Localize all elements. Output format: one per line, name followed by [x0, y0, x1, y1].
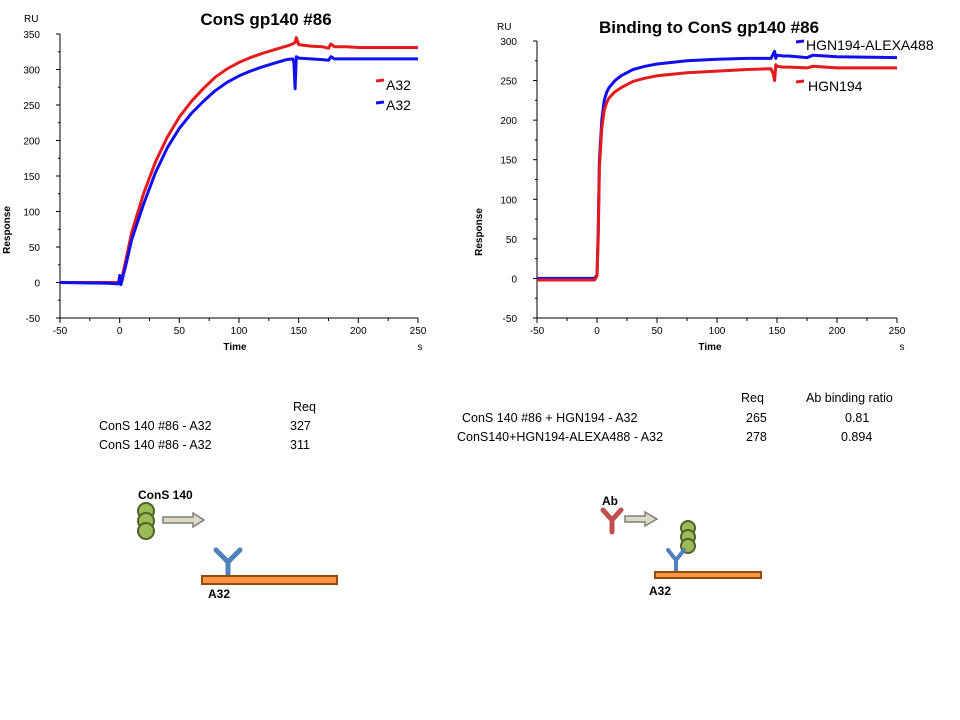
column-header-req: Req — [741, 391, 764, 405]
table-row-req: 327 — [290, 419, 311, 433]
right-binding-diagram — [600, 507, 762, 579]
y-tick-label: 100 — [500, 195, 517, 206]
y-tick-label: 300 — [23, 66, 40, 77]
left-binding-diagram — [137, 502, 338, 585]
y-tick-label: 300 — [500, 37, 517, 48]
x-tick-label: 150 — [769, 326, 786, 337]
table-row-req: 311 — [290, 438, 310, 452]
y-tick-label: 0 — [34, 279, 40, 290]
series-line-1 — [59, 55, 418, 287]
table-row-ratio: 0.81 — [845, 411, 870, 425]
column-header-ratio: Ab binding ratio — [806, 391, 893, 405]
y-tick-label: 150 — [500, 156, 517, 167]
left-results-table: Req ConS 140 #86 - A32 327 ConS 140 #86 … — [0, 0, 480, 470]
legend-label: HGN194-ALEXA488 — [806, 37, 934, 53]
ligand-label: A32 — [649, 584, 672, 598]
y-tick-label: 200 — [500, 116, 517, 127]
analyte-cluster-icon — [137, 502, 155, 540]
x-tick-label: 50 — [174, 326, 186, 337]
analyte-label: ConS 140 — [138, 488, 193, 502]
y-tick-label: 50 — [506, 235, 518, 246]
x-axis-label: Time — [223, 342, 247, 353]
chart-right: Binding to ConS gp140 #86 RU Response Ti… — [474, 18, 934, 353]
x-tick-label: 0 — [117, 326, 123, 337]
legend-label: HGN194 — [808, 78, 863, 94]
legend: A32 A32 — [375, 77, 411, 113]
x-tick-label: 250 — [889, 326, 906, 337]
sensor-surface — [201, 575, 338, 585]
table-row-req: 278 — [746, 430, 767, 444]
series-line-1 — [537, 63, 897, 282]
x-unit-label: s — [418, 342, 423, 353]
antibody-icon — [600, 507, 624, 535]
chart-title: ConS gp140 #86 — [200, 10, 331, 29]
y-unit-label: RU — [497, 22, 511, 33]
antibody-icon — [666, 548, 686, 574]
table-row-req: 265 — [746, 411, 767, 425]
x-unit-label: s — [900, 342, 905, 353]
legend-swatch — [375, 100, 385, 105]
chart-title: Binding to ConS gp140 #86 — [599, 18, 819, 37]
legend-swatch — [375, 78, 385, 83]
x-tick-label: 0 — [594, 326, 600, 337]
x-tick-label: 250 — [410, 326, 427, 337]
legend: HGN194-ALEXA488 HGN194 — [795, 37, 934, 94]
x-tick-label: 150 — [290, 326, 307, 337]
table-row-name: ConS140+HGN194-ALEXA488 - A32 — [457, 430, 664, 444]
y-tick-label: 250 — [23, 101, 40, 112]
series-group — [537, 49, 898, 282]
antibody-label: Ab — [602, 494, 618, 508]
table-row-ratio: 0.894 — [841, 430, 873, 444]
analyte-cluster-icon — [680, 520, 696, 554]
table-row-name: ConS 140 #86 - A32 — [99, 438, 212, 452]
y-tick-label: 250 — [500, 77, 517, 88]
y-tick-label: -50 — [26, 314, 41, 325]
y-tick-label: 150 — [23, 172, 40, 183]
column-header-req: Req — [293, 400, 316, 414]
legend-label: A32 — [386, 77, 411, 93]
x-tick-label: 100 — [231, 326, 248, 337]
table-row-name: ConS 140 #86 + HGN194 - A32 — [462, 411, 638, 425]
y-tick-label: -50 — [503, 314, 518, 325]
axes: -50 0 50 100 150 200 250 300 350 -50 0 50 100 150 200 2… — [23, 30, 426, 337]
x-axis-label: Time — [698, 342, 722, 353]
x-tick-label: 200 — [829, 326, 846, 337]
sensor-surface — [654, 571, 762, 579]
right-arrow-icon — [624, 510, 659, 528]
legend-swatch — [795, 39, 805, 44]
x-tick-label: -50 — [53, 326, 68, 337]
chart-left: ConS gp140 #86 RU Response Time s -50 0 50… — [2, 10, 427, 353]
x-tick-label: 200 — [350, 326, 367, 337]
axes: -50 0 50 100 150 200 250 300 -50 0 50 100 150 200 250 — [500, 37, 905, 337]
y-axis-label: Response — [2, 206, 13, 254]
y-unit-label: RU — [24, 14, 38, 25]
series-group — [59, 36, 418, 287]
ligand-label: A32 — [208, 587, 231, 601]
right-arrow-icon — [162, 511, 206, 529]
x-tick-label: 50 — [651, 326, 663, 337]
y-tick-label: 350 — [23, 30, 40, 41]
x-tick-label: -50 — [530, 326, 545, 337]
y-tick-label: 100 — [23, 208, 40, 219]
y-axis-label: Response — [474, 208, 485, 256]
y-tick-label: 50 — [29, 243, 41, 254]
y-tick-label: 200 — [23, 137, 40, 148]
legend-swatch — [795, 79, 805, 84]
legend-label: A32 — [386, 97, 411, 113]
antibody-icon — [213, 547, 243, 578]
y-tick-label: 0 — [511, 274, 517, 285]
x-tick-label: 100 — [709, 326, 726, 337]
right-results-table: Req Ab binding ratio ConS 140 #86 + HGN1… — [457, 391, 893, 444]
table-row-name: ConS 140 #86 - A32 — [99, 419, 212, 433]
